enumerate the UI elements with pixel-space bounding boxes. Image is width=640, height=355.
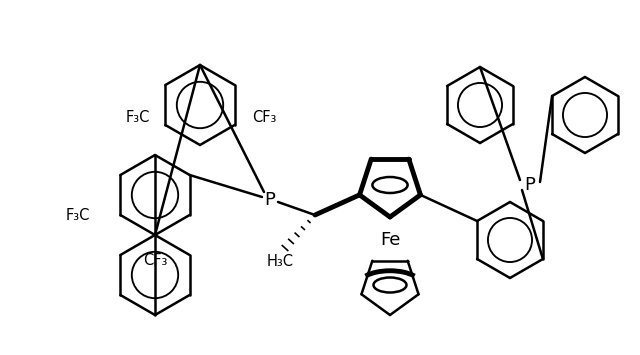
- Text: F₃C: F₃C: [125, 109, 150, 125]
- Text: P: P: [525, 176, 536, 194]
- Text: CF₃: CF₃: [252, 109, 277, 125]
- Text: H₃C: H₃C: [266, 253, 294, 268]
- Text: Fe: Fe: [380, 231, 400, 249]
- Text: F₃C: F₃C: [66, 208, 90, 223]
- Text: CF₃: CF₃: [143, 253, 167, 268]
- Text: P: P: [264, 191, 275, 209]
